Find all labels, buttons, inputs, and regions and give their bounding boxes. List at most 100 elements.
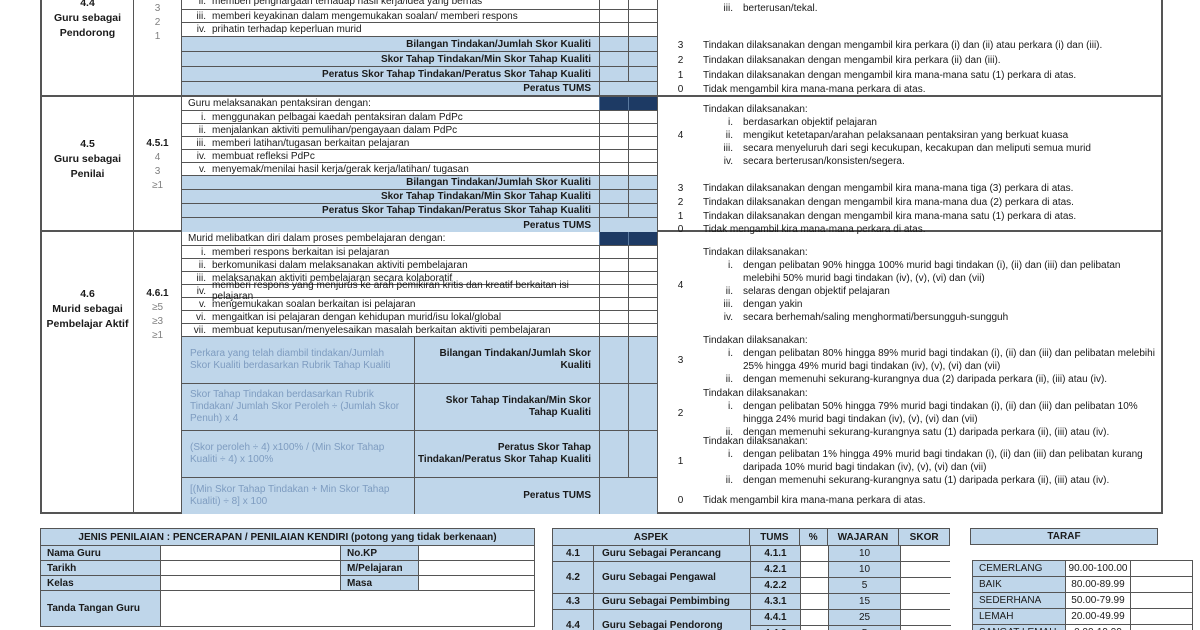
score-entry-box[interactable] [628,150,657,162]
aspek-number: 4.2 [553,562,594,593]
grade-mark-cell[interactable] [1131,609,1192,624]
score-entry-box[interactable] [628,124,657,136]
aspek-number: 4.4 [553,610,594,630]
score-entry-box[interactable] [599,0,628,9]
percent-cell[interactable] [801,562,829,577]
summary-value-box[interactable] [599,204,628,217]
tarikh-field[interactable] [161,561,341,575]
percent-cell[interactable] [801,610,829,625]
score-number: 3 [677,354,684,366]
aspek-name: Guru Sebagai Pendorong [594,610,751,630]
score-entry-box[interactable] [599,272,628,284]
summary-value-box[interactable] [599,218,657,232]
score-entry-box[interactable] [628,272,657,284]
summary-value-box[interactable] [628,176,657,189]
score-entry-box[interactable] [599,285,628,297]
score-entry-box[interactable] [628,23,657,36]
signature-field[interactable] [161,591,534,626]
desc-text: dengan pelibatan 80% hingga 89% murid ba… [743,348,1155,372]
desc-text: berdasarkan objektif pelajaran [743,117,877,128]
score-entry-box[interactable] [628,298,657,310]
score-entry-box[interactable] [599,311,628,323]
score-entry-box[interactable] [599,124,628,136]
summary-value-box[interactable] [628,52,657,66]
mata-pelajaran-field[interactable] [419,561,534,575]
tums-code: 4.2.1 [751,562,801,577]
score-entry-box[interactable] [599,150,628,162]
score-entry-box[interactable] [599,246,628,258]
grade-mark-cell[interactable] [1131,561,1192,576]
nama-guru-field[interactable] [161,546,341,560]
summary-value-box[interactable] [628,67,657,81]
summary-value-box[interactable] [628,431,657,477]
item-text: melaksanakan aktiviti pembelajaran secar… [212,272,453,284]
summary-value-box[interactable] [599,337,628,383]
item-row: vi. mengaitkan isi pelajaran dengan kehid… [182,311,657,324]
masa-field[interactable] [419,576,534,590]
score-entry-box[interactable] [628,285,657,297]
summary-value-box[interactable] [628,384,657,430]
score-entry-box[interactable] [628,10,657,22]
skor-cell[interactable] [901,577,951,593]
skor-cell[interactable] [901,610,951,625]
score-entry-box[interactable] [628,111,657,123]
skor-cell[interactable] [901,625,951,630]
summary-value-box[interactable] [599,82,657,95]
score-number: 3 [677,40,684,51]
rubric-descriptions-4-5: 4 Tindakan dilaksanakan: i. berdasarkan o… [657,97,1165,235]
summary-row: [(Min Skor Tahap Tindakan + Min Skor Tah… [182,478,657,514]
skor-cell[interactable] [901,594,951,609]
score-entry-box[interactable] [628,311,657,323]
criteria-level: 3 [154,3,161,14]
score-line-3: 3 Tindakan dilaksanakan dengan mengambil… [658,39,1165,52]
summary-label: Bilangan Tindakan/Jumlah Skor Kualiti [414,337,599,383]
summary-value-box[interactable] [599,37,628,51]
score-number: 2 [677,197,684,208]
item-row: iii. memberi latihan/tugasan berkaitan pe… [182,137,657,150]
summary-value-box[interactable] [628,337,657,383]
grade-mark-cell[interactable] [1131,577,1192,592]
skor-cell[interactable] [901,562,951,577]
score-entry-box[interactable] [628,137,657,149]
summary-value-box[interactable] [628,190,657,203]
score-number: 0 [677,495,684,506]
summary-value-box[interactable] [628,204,657,217]
score-entry-box[interactable] [628,163,657,175]
aspect-name-line2: Pembelajar Aktif [46,318,129,330]
skor-cell[interactable] [901,546,951,561]
grade-label: SEDERHANA [973,593,1066,608]
score-entry-box[interactable] [599,324,628,336]
summary-value-box[interactable] [599,384,628,430]
score-entry-box[interactable] [599,10,628,22]
formula-text: [(Min Skor Tahap Tindakan + Min Skor Tah… [182,478,414,514]
summary-value-box[interactable] [599,176,628,189]
score-entry-box[interactable] [599,163,628,175]
item-text: membuat refleksi PdPc [212,150,315,162]
percent-cell[interactable] [801,594,829,609]
score-entry-box[interactable] [599,111,628,123]
desc-text: dengan memenuhi sekurang-kurangnya dua (… [743,374,1108,385]
summary-value-box[interactable] [599,478,657,514]
no-kp-field[interactable] [419,546,534,560]
score-entry-box[interactable] [628,0,657,9]
score-entry-box[interactable] [599,259,628,271]
aspek-number: 4.1 [553,546,594,561]
summary-value-box[interactable] [599,431,628,477]
summary-value-box[interactable] [599,190,628,203]
summary-value-box[interactable] [599,67,628,81]
kelas-field[interactable] [161,576,341,590]
score-entry-box[interactable] [599,23,628,36]
score-entry-box[interactable] [599,137,628,149]
score-entry-box[interactable] [599,298,628,310]
percent-cell[interactable] [801,625,829,630]
item-row: v. mengemukakan soalan berkaitan isi pela… [182,298,657,311]
percent-cell[interactable] [801,577,829,593]
score-entry-box[interactable] [628,246,657,258]
percent-cell[interactable] [801,546,829,561]
summary-value-box[interactable] [599,52,628,66]
summary-value-box[interactable] [628,37,657,51]
score-entry-box[interactable] [628,324,657,336]
grade-mark-cell[interactable] [1131,625,1192,630]
score-entry-box[interactable] [628,259,657,271]
grade-mark-cell[interactable] [1131,593,1192,608]
